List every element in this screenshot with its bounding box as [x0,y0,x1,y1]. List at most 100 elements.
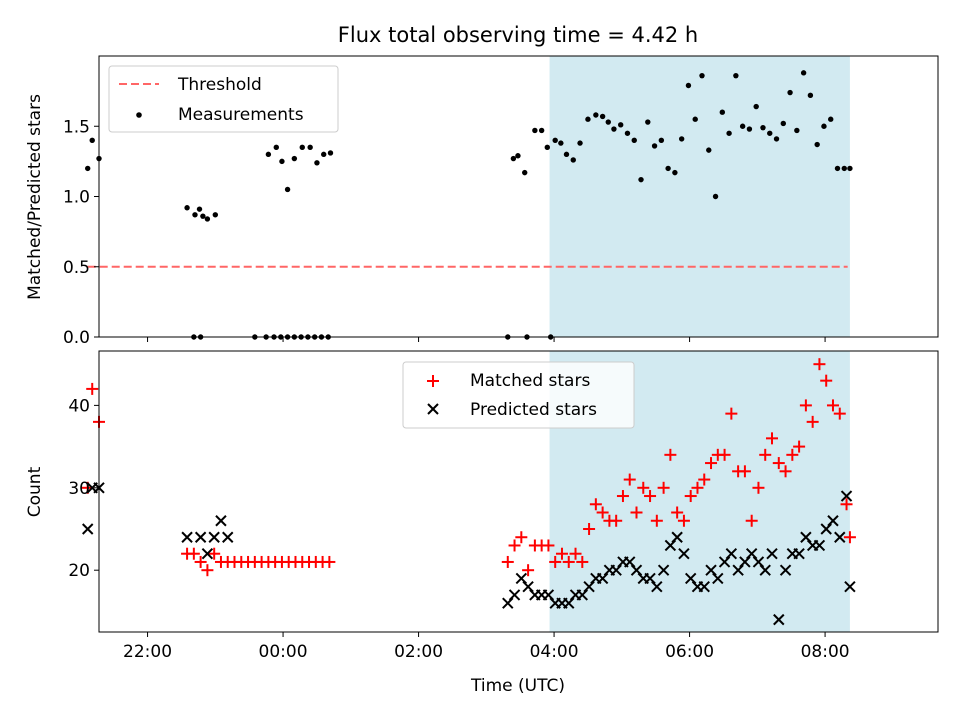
matched-star-point [793,440,806,453]
matched-star-point [610,514,623,527]
measurement-point [617,122,624,128]
measurement-point [321,151,327,158]
matched-star-point [637,481,650,494]
measurement-point [678,136,685,142]
predicted-star-point [624,556,636,568]
measurement-point [593,112,599,118]
bottom-y-ticks: 20 30 40 [68,396,99,581]
measurement-point [192,212,198,218]
x-tick-label: 00:00 [259,642,308,662]
measurement-point [787,89,793,96]
matched-star-point [508,539,521,552]
predicted-star-point [732,564,744,576]
measurement-point [212,212,219,218]
top-legend-box [108,65,339,133]
predicted-star-point [515,572,528,585]
measurement-point [184,205,190,211]
measurement-point [327,150,334,156]
predicted-star-point [752,556,765,568]
measurement-point [706,147,712,153]
y-tick-label: 40 [68,396,90,416]
predicted-star-point [583,580,595,593]
predicted-star-point [773,613,785,626]
matched-star-point [806,415,819,428]
y-tick-label: 30 [68,479,90,499]
matched-star-point [664,448,677,461]
x-tick-label: 04:00 [530,642,579,662]
top-y-ticks: 0.0 0.5 1.0 1.5 [63,117,99,348]
predicted-star-point [610,564,622,576]
matched-star-point [562,555,575,568]
measurement-point [807,92,814,99]
measurement-point [814,141,820,148]
measurement-point [299,144,305,151]
predicted-star-points [82,482,856,626]
matched-star-point [759,448,772,461]
bottom-legend-box [402,361,635,429]
legend-predicted-swatch [427,403,439,415]
y-tick-label: 20 [68,561,90,581]
matched-star-point [840,498,853,511]
predicted-star-point [657,564,670,576]
predicted-star-point [82,523,94,535]
predicted-star-point [827,515,839,527]
matched-star-point [745,514,758,527]
top-legend: Threshold Measurements [108,65,339,133]
measurement-point [692,116,698,122]
measurement-point [538,127,545,134]
matched-star-point [752,481,765,494]
matched-star-point [738,465,751,478]
matched-star-point [187,547,200,560]
measurement-point [515,153,521,159]
bottom-axes-frame [98,350,939,633]
matched-star-point [826,399,839,412]
predicted-star-point [800,531,812,543]
matched-star-point [684,490,697,503]
matched-star-point [843,531,856,544]
measurement-point [552,137,558,143]
predicted-star-point [222,531,234,543]
measurement-point [599,113,606,120]
measurement-point [544,144,550,151]
measurement-point [773,136,780,142]
legend-threshold-label: Threshold [177,75,262,95]
measurement-point [760,124,766,131]
predicted-star-point [840,490,853,502]
measurement-point [733,72,739,79]
bottom-panel: 20 30 40 22:00 00:00 02:00 04:00 06:00 08:00 Co… [25,350,939,696]
measurement-point [685,82,692,89]
legend-measurements-swatch [136,112,142,118]
predicted-star-point [698,580,710,593]
chart-title: Flux total observing time = 4.42 h [338,23,698,47]
measurement-point [658,137,665,143]
measurement-point [624,130,631,136]
matched-star-point [779,465,792,478]
measurement-point [794,127,800,134]
measurement-point [611,126,617,132]
matched-star-point [596,506,609,519]
x-tick-label: 02:00 [394,642,443,662]
matched-star-point [323,555,336,568]
predicted-star-point [834,531,846,543]
matched-star-point [555,547,568,560]
matched-star-point [208,547,221,560]
measurement-point [665,165,671,172]
matched-star-point [718,448,731,461]
measurement-point [719,109,726,115]
measurement-point [841,165,847,172]
predicted-star-point [678,548,690,560]
predicted-star-point [651,580,663,593]
measurement-point [196,206,203,212]
matched-star-point [515,531,528,544]
predicted-star-point [844,580,856,593]
predicted-star-point [181,531,193,543]
predicted-star-point [712,572,724,585]
matched-star-point [833,407,846,420]
measurement-point [699,72,705,79]
measurement-point [200,213,206,219]
measurement-point [645,119,651,125]
bottom-y-axis-label: Count [25,466,45,517]
measurement-point [739,123,746,129]
predicted-star-point [563,597,575,609]
